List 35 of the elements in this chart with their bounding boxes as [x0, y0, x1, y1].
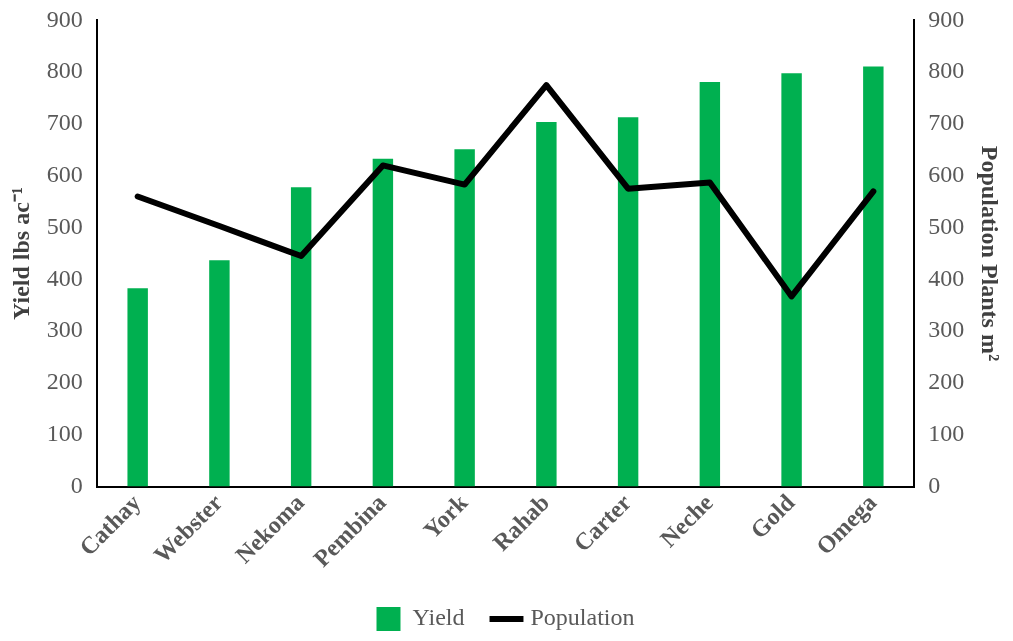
- y2-tick-label: 400: [928, 264, 965, 291]
- y-tick-label: 0: [70, 471, 83, 498]
- bar: [781, 73, 802, 487]
- bar: [290, 187, 312, 487]
- bar: [127, 288, 148, 487]
- legend-label: Yield: [412, 604, 465, 631]
- legend-label: Population: [530, 604, 635, 631]
- y-axis-title: Yield lbs ac⁻¹: [7, 186, 34, 320]
- bar: [454, 149, 475, 487]
- y2-tick-label: 800: [928, 57, 965, 84]
- y-tick-label: 400: [46, 264, 83, 291]
- bar: [372, 158, 394, 487]
- bar: [699, 82, 721, 487]
- y2-tick-label: 200: [928, 368, 965, 395]
- y-tick-label: 300: [46, 316, 83, 343]
- x-tick-label: York: [418, 488, 474, 544]
- bar: [617, 117, 639, 487]
- bar: [536, 121, 557, 487]
- y-tick-label: 800: [46, 57, 83, 84]
- y-tick-label: 200: [46, 368, 83, 395]
- y2-tick-label: 100: [928, 420, 965, 447]
- bar: [863, 66, 884, 487]
- y2-tick-label: 700: [928, 109, 965, 136]
- y2-tick-label: 500: [928, 212, 965, 239]
- bar: [209, 260, 230, 487]
- y-tick-label: 600: [46, 161, 83, 188]
- y2-axis-title: Population Plants m²: [977, 145, 1004, 362]
- y2-tick-label: 0: [928, 471, 941, 498]
- y-tick-label: 500: [46, 212, 83, 239]
- y2-tick-label: 900: [928, 5, 965, 32]
- y2-tick-label: 300: [928, 316, 965, 343]
- y-tick-label: 700: [46, 109, 83, 136]
- y2-tick-label: 600: [928, 161, 965, 188]
- y-tick-label: 100: [46, 420, 83, 447]
- y-tick-label: 900: [46, 5, 83, 32]
